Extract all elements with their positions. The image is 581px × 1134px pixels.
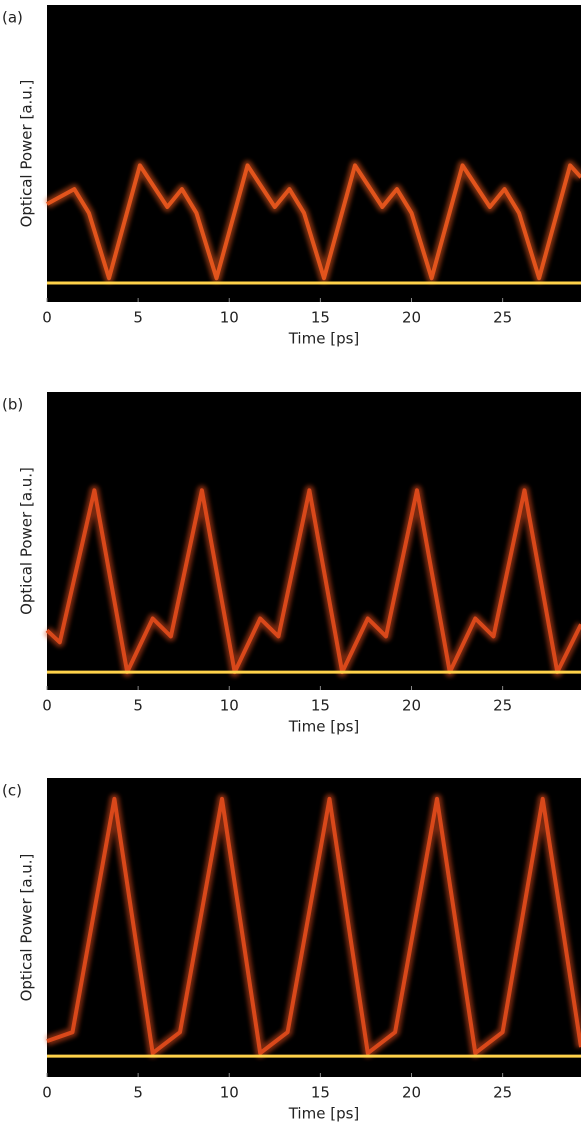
x-tick-label: 5 <box>133 1084 143 1102</box>
x-axis-label: Time [ps] <box>288 1105 360 1123</box>
x-axis-label: Time [ps] <box>288 330 360 348</box>
x-tick-label: 15 <box>311 309 330 327</box>
x-tick-label: 20 <box>402 1084 421 1102</box>
x-tick-label: 20 <box>402 309 421 327</box>
trace <box>46 796 581 1056</box>
x-axis-label: Time [ps] <box>288 718 360 736</box>
x-tick-label: 25 <box>493 1084 512 1102</box>
trace <box>46 163 581 281</box>
panel-label: (b) <box>2 396 23 414</box>
x-tick-label: 10 <box>220 697 239 715</box>
x-tick-label: 15 <box>311 1084 330 1102</box>
x-tick-label: 20 <box>402 697 421 715</box>
x-tick-label: 0 <box>42 697 52 715</box>
x-tick-label: 15 <box>311 697 330 715</box>
x-tick-label: 10 <box>220 1084 239 1102</box>
y-axis-label: Optical Power [a.u.] <box>18 854 36 1002</box>
x-tick-label: 10 <box>220 309 239 327</box>
x-tick-label: 0 <box>42 1084 52 1102</box>
y-axis-label: Optical Power [a.u.] <box>18 467 36 615</box>
trace <box>45 488 581 675</box>
panel-label: (c) <box>2 782 22 800</box>
x-tick-label: 25 <box>493 309 512 327</box>
panel-label: (a) <box>2 9 23 27</box>
y-axis-label: Optical Power [a.u.] <box>18 80 36 228</box>
x-tick-label: 25 <box>493 697 512 715</box>
x-tick-label: 5 <box>133 309 143 327</box>
x-tick-label: 5 <box>133 697 143 715</box>
x-tick-label: 0 <box>42 309 52 327</box>
